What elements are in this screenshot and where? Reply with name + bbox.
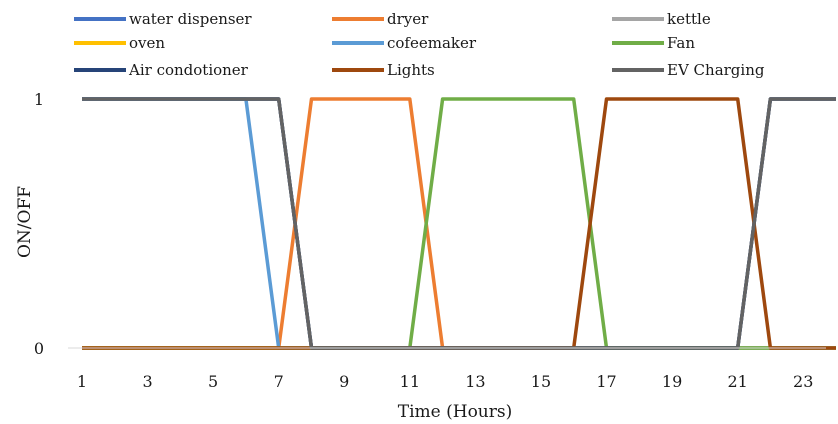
x-tick-label: 19	[662, 372, 682, 391]
series-line-kettle	[82, 97, 836, 350]
x-tick-label: 9	[339, 372, 349, 391]
x-tick-label: 11	[400, 372, 420, 391]
series-line-air-condotioner	[82, 97, 836, 350]
y-axis-title: ON/OFF	[15, 186, 35, 258]
x-tick-label: 21	[727, 372, 747, 391]
x-tick-labels: 1 3 5 7 9 11 13 15 17 19 21 23	[77, 372, 813, 391]
y-tick-label: 1	[34, 90, 44, 109]
legend: water dispenser dryer kettle oven cofeemaker…	[74, 10, 765, 79]
x-tick-label: 15	[531, 372, 551, 391]
legend-label-dryer: dryer	[387, 10, 429, 28]
x-axis-title: Time (Hours)	[398, 402, 512, 422]
x-tick-label: 1	[77, 372, 87, 391]
x-tick-label: 7	[274, 372, 284, 391]
x-tick-label: 17	[596, 372, 616, 391]
series-line-fan	[82, 97, 836, 350]
legend-label-air-condotioner: Air condotioner	[128, 61, 249, 79]
series-line-water-dispenser	[82, 97, 836, 350]
y-tick-label: 0	[34, 339, 44, 358]
series-line-lights	[82, 97, 836, 350]
x-tick-label: 3	[142, 372, 152, 391]
series-line-ev-charging	[82, 97, 836, 350]
x-tick-label: 23	[793, 372, 813, 391]
legend-label-water-dispenser: water dispenser	[129, 10, 252, 28]
legend-label-lights: Lights	[387, 61, 435, 79]
series-line-cofeemaker	[82, 97, 836, 350]
legend-label-cofeemaker: cofeemaker	[387, 34, 477, 52]
y-tick-labels: 01	[34, 90, 44, 358]
legend-label-kettle: kettle	[667, 10, 711, 28]
series-line-dryer	[82, 97, 836, 350]
series-lines	[82, 97, 836, 350]
x-tick-label: 13	[465, 372, 485, 391]
legend-label-ev-charging: EV Charging	[667, 61, 765, 79]
legend-label-fan: Fan	[667, 34, 695, 52]
x-tick-label: 5	[208, 372, 218, 391]
legend-label-oven: oven	[129, 34, 165, 52]
